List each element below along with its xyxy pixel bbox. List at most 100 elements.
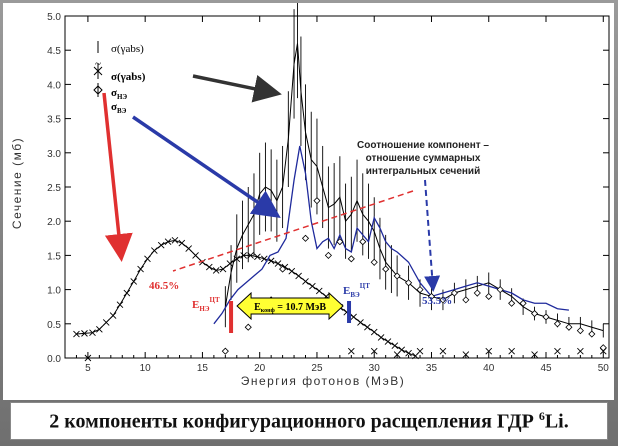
- x-marker: [391, 342, 399, 350]
- x-marker: [315, 287, 323, 295]
- diamond-marker: [244, 323, 252, 331]
- x-marker: [274, 260, 282, 267]
- x-marker: [171, 237, 179, 244]
- legend-entry-3: σ(γabs): [111, 71, 146, 83]
- x-tick-label: 25: [311, 363, 323, 374]
- splitting-energy-label: Eконф = 10.7 МэВ: [254, 302, 326, 314]
- slide-caption: 2 компоненты конфигурационного расщеплен…: [49, 409, 569, 434]
- x-marker: [508, 347, 515, 355]
- x-marker: [554, 347, 561, 355]
- x-tick-label: 35: [426, 363, 438, 374]
- x-axis-label: Энергия фотонов (МэВ): [241, 374, 406, 388]
- x-marker: [226, 260, 234, 267]
- diamond-marker: [485, 292, 493, 301]
- legend: σ(γabs) ~ σ(γabs) σНЭ σВЭ: [93, 41, 146, 115]
- diamond-marker: [473, 289, 481, 297]
- series-line: [213, 145, 569, 325]
- x-marker: [192, 252, 199, 259]
- diamond-marker: [496, 286, 504, 294]
- x-marker: [205, 263, 213, 271]
- diamond-marker: [221, 347, 229, 355]
- diamond-marker: [542, 313, 550, 321]
- y-tick-label: 2.5: [47, 183, 61, 194]
- x-marker: [370, 347, 378, 355]
- annotations-layer: [102, 74, 441, 333]
- x-marker: [240, 252, 247, 259]
- ratio-note: Соотношение компонент – отношение суммар…: [357, 140, 489, 177]
- caption-superscript: 6: [538, 408, 545, 423]
- diamond-marker: [588, 330, 596, 338]
- y-tick-label: 1.0: [47, 286, 61, 297]
- e-ve-label: EВЭЦТ: [343, 282, 370, 299]
- x-tick-label: 10: [140, 363, 152, 374]
- diamond-marker: [336, 238, 344, 246]
- diamond-marker: [427, 292, 436, 301]
- x-marker: [123, 289, 131, 297]
- diamond-marker: [347, 255, 355, 263]
- chart-panel: 5 10 15 20 25 30 35 40 45 50 0.0 0.5 1.0 1.5 2.0 2.5 3.0…: [3, 3, 614, 400]
- x-marker: [96, 325, 103, 333]
- x-marker: [364, 323, 371, 331]
- diamond-marker: [565, 323, 573, 331]
- arrow-to-peak: [192, 74, 282, 103]
- x-marker: [247, 252, 254, 259]
- x-marker: [350, 313, 357, 321]
- y-tick-label: 2.0: [47, 217, 61, 228]
- x-tick-label: 45: [540, 363, 552, 374]
- x-marker: [109, 312, 117, 319]
- ratio-note-line-2: отношение суммарных: [366, 153, 481, 164]
- diamond-marker: [576, 327, 584, 335]
- diamond-marker: [508, 299, 516, 307]
- series-3: [84, 347, 607, 362]
- caption-element: Li.: [544, 410, 569, 433]
- diamond-marker: [530, 309, 539, 318]
- x-marker: [151, 247, 158, 254]
- legend-entry-1: σ(γabs): [111, 43, 144, 55]
- diamond-marker: [279, 265, 287, 273]
- splitting-arrow-shape: [236, 291, 344, 321]
- x-marker: [157, 241, 165, 249]
- y-tick-label: 3.5: [47, 115, 61, 126]
- series-line: [224, 43, 604, 332]
- x-marker: [137, 265, 144, 273]
- x-marker: [393, 351, 401, 358]
- x-marker: [254, 253, 261, 261]
- x-marker: [199, 258, 206, 266]
- x-tick-label: 15: [197, 363, 209, 374]
- y-tick-label: 4.0: [47, 80, 61, 91]
- x-tick-label: 50: [598, 363, 610, 374]
- percent-right-label: 53.5%: [422, 295, 452, 307]
- diamond-marker: [599, 344, 607, 352]
- x-marker: [531, 351, 538, 358]
- diamond-marker: [359, 238, 367, 246]
- diamond-marker: [382, 265, 390, 273]
- legend-entry-5: σВЭ: [111, 101, 127, 115]
- x-marker: [439, 347, 447, 355]
- x-marker: [377, 334, 385, 341]
- y-tick-label: 4.5: [47, 46, 61, 57]
- caption-box: 2 компоненты конфигурационного расщеплен…: [10, 402, 608, 440]
- arrow-to-ve: [132, 115, 281, 218]
- y-tick-label: 0.0: [47, 354, 61, 365]
- y-tick-label: 0.5: [47, 320, 61, 331]
- x-marker: [309, 282, 316, 290]
- diamond-marker: [405, 279, 413, 287]
- y-axis-label: Сечение (мб): [10, 137, 24, 229]
- diamond-marker: [553, 320, 562, 328]
- x-marker: [357, 319, 364, 326]
- x-tick-label: 40: [483, 363, 495, 374]
- x-marker: [102, 319, 110, 326]
- x-marker: [462, 351, 470, 358]
- series-1: [73, 237, 419, 360]
- y-tick-label: 1.5: [47, 251, 61, 262]
- x-marker: [84, 354, 92, 362]
- diamond-marker: [313, 197, 321, 205]
- caption-text: 2 компоненты конфигурационного расщеплен…: [49, 410, 539, 433]
- x-tick-label: 5: [85, 363, 91, 374]
- legend-marker-x: [93, 63, 103, 79]
- diamond-marker: [416, 286, 424, 294]
- y-tick-label: 3.0: [47, 149, 61, 160]
- diamond-marker: [450, 289, 458, 297]
- cross-section-chart: 5 10 15 20 25 30 35 40 45 50 0.0 0.5 1.0 1.5 2.0 2.5 3.0…: [10, 3, 610, 388]
